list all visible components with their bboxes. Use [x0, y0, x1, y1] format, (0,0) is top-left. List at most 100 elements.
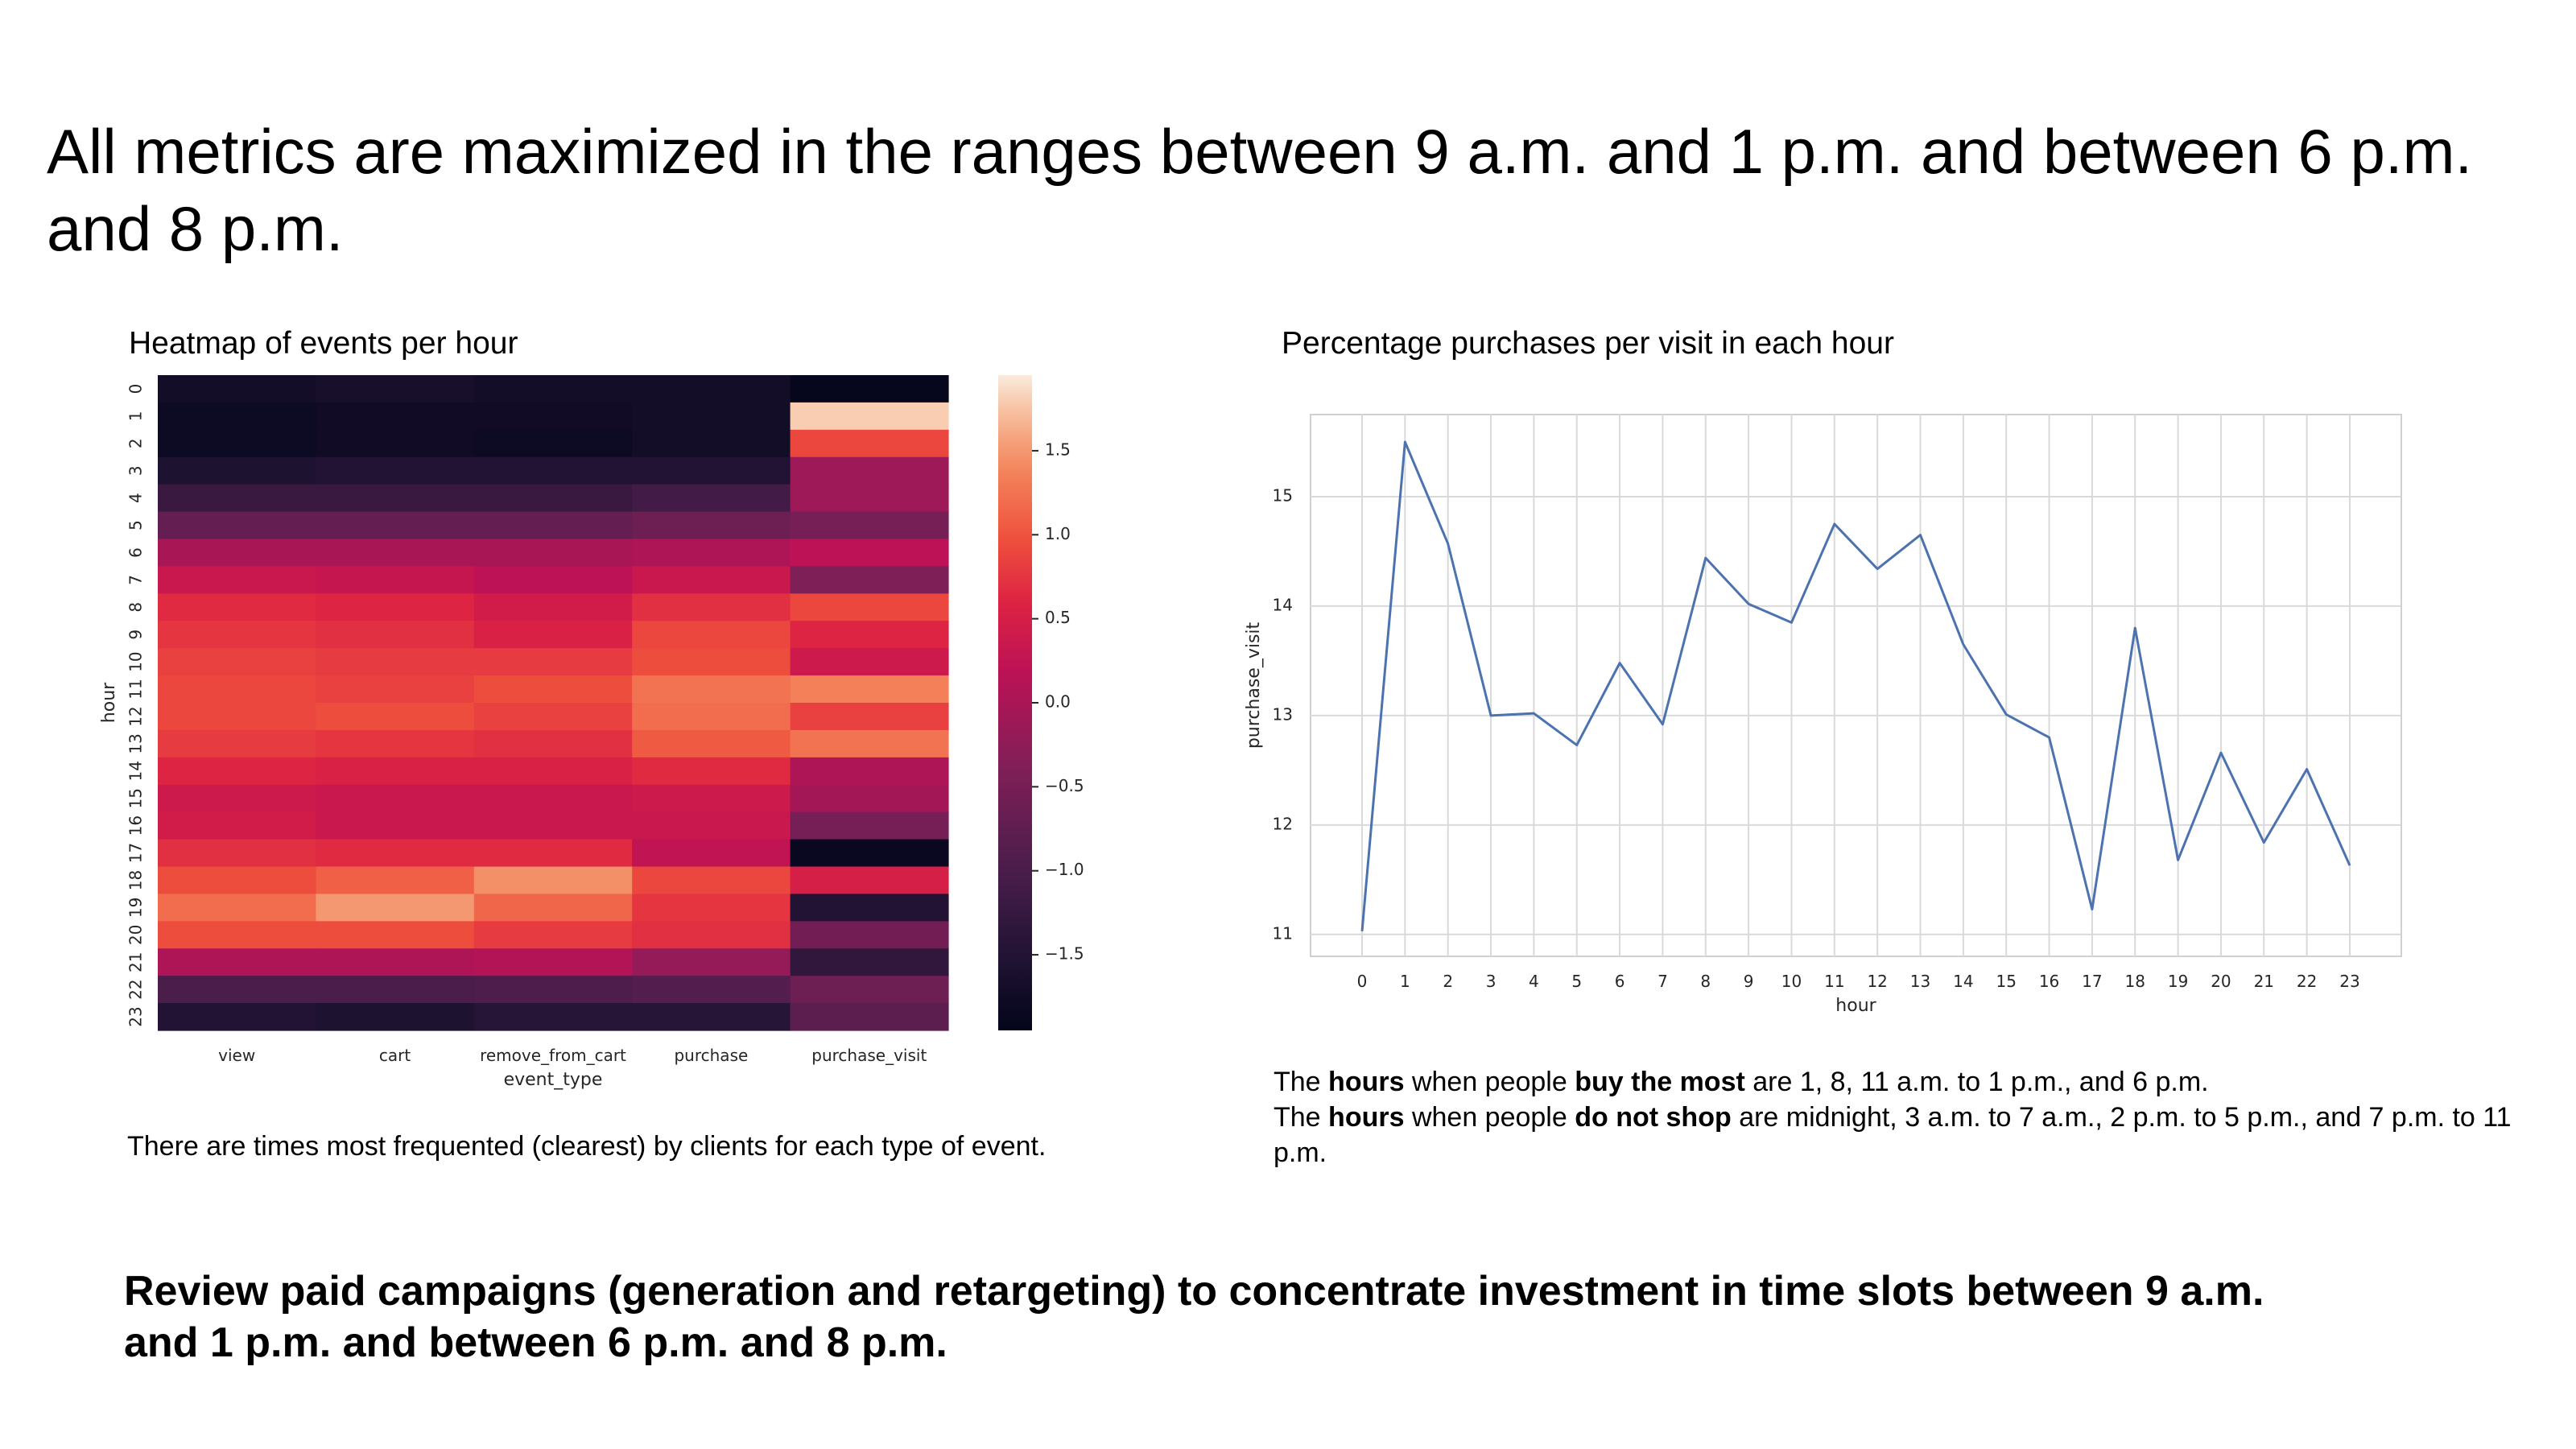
heatmap-row-tick: 11 [126, 679, 146, 699]
y-tick-label: 12 [1273, 814, 1293, 833]
heatmap-cell [316, 921, 475, 949]
x-tick-label: 3 [1486, 972, 1496, 991]
heatmap-cell [316, 511, 475, 540]
heatmap-x-axis-label: event_type [504, 1070, 603, 1090]
heatmap-cell [632, 948, 791, 976]
heatmap-cell [473, 811, 633, 840]
heatmap-cell [316, 402, 475, 431]
heatmap-cell [316, 539, 475, 568]
x-tick-label: 0 [1357, 972, 1368, 991]
heatmap-y-axis-label: hour [99, 682, 119, 723]
heatmap-cell [632, 675, 791, 704]
x-tick-label: 23 [2339, 972, 2359, 991]
heatmap-cell [158, 839, 316, 868]
heatmap-cell [316, 703, 475, 731]
colorbar-tick-label: 0.5 [1045, 608, 1071, 627]
purchase-visit-line [1360, 440, 2351, 931]
colorbar-tick-label: −1.5 [1045, 944, 1084, 964]
heatmap-cell [632, 757, 791, 786]
caption-bold: hours [1328, 1102, 1405, 1133]
heatmap-cell [632, 1003, 791, 1031]
heatmap-cell [473, 484, 633, 513]
heatmap-cell [632, 894, 791, 922]
heatmap-cell [316, 757, 475, 786]
caption-bold: hours [1328, 1067, 1405, 1097]
headline: All metrics are maximized in the ranges … [47, 116, 2473, 264]
heatmap-row-tick: 23 [126, 1006, 146, 1026]
heatmap-cell [473, 402, 633, 431]
heatmap-cell [790, 839, 949, 868]
x-tick-label: 1 [1400, 972, 1410, 991]
heatmap-cell [473, 456, 633, 485]
heatmap-cell [473, 757, 633, 786]
y-axis-label: purchase_visit [1244, 621, 1264, 749]
heatmap-cell [158, 729, 316, 758]
x-tick-label: 6 [1615, 972, 1625, 991]
heatmap-cell [316, 621, 475, 649]
heatmap-cell [158, 593, 316, 621]
heatmap-title: Heatmap of events per hour [129, 326, 518, 361]
x-tick-label: 21 [2254, 972, 2274, 991]
heatmap-cell [316, 375, 475, 403]
heatmap-cell [632, 784, 791, 813]
heatmap-cell [158, 456, 316, 485]
caption-text: The [1274, 1102, 1329, 1133]
heatmap-cell [158, 429, 316, 458]
heatmap-cell [632, 648, 791, 676]
colorbar-tick-label: 1.0 [1045, 524, 1071, 543]
heatmap-cell [790, 484, 949, 513]
heatmap-cell [790, 948, 949, 976]
heatmap-cell [158, 948, 316, 976]
heatmap-cell [473, 429, 633, 458]
heatmap-cell [316, 429, 475, 458]
y-tick-label: 11 [1273, 923, 1293, 943]
x-tick-label: 22 [2297, 972, 2317, 991]
heatmap-cell [790, 429, 949, 458]
heatmap-cell [316, 648, 475, 676]
heatmap-cell [316, 729, 475, 758]
heatmap-column-tick: remove_from_cart [480, 1046, 626, 1065]
heatmap-cell [158, 566, 316, 594]
heatmap-cell [158, 539, 316, 568]
heatmap-cell [632, 456, 791, 485]
heatmap-cell [316, 784, 475, 813]
heatmap-row-tick: 18 [126, 870, 146, 890]
heatmap-cell [790, 648, 949, 676]
heatmap-column-tick: purchase [674, 1046, 748, 1065]
heatmap-row-tick: 6 [126, 547, 146, 558]
heatmap-cell [316, 866, 475, 895]
x-tick-label: 18 [2125, 972, 2145, 991]
heatmap-cell [632, 811, 791, 840]
heatmap-row-tick: 19 [126, 898, 146, 918]
heatmap-cell [790, 976, 949, 1004]
heatmap-cell [158, 1003, 316, 1031]
caption-bold: buy the most [1575, 1067, 1745, 1097]
x-tick-label: 8 [1700, 972, 1711, 991]
heatmap-chart: 01234567891011121314151617181920212223vi… [99, 375, 1084, 1090]
heatmap-cell [790, 757, 949, 786]
colorbar-tick-label: −0.5 [1045, 776, 1084, 795]
heatmap-row-tick: 15 [126, 788, 146, 808]
x-tick-label: 5 [1571, 972, 1582, 991]
x-tick-label: 12 [1867, 972, 1887, 991]
x-tick-label: 11 [1824, 972, 1844, 991]
x-tick-label: 4 [1529, 972, 1539, 991]
caption-text: are 1, 8, 11 a.m. to 1 p.m., and 6 p.m. [1744, 1067, 2209, 1097]
heatmap-cell [790, 566, 949, 594]
conclusion-text: Review paid campaigns (generation and re… [124, 1268, 2264, 1366]
heatmap-cell [632, 402, 791, 431]
heatmap-cell [158, 976, 316, 1004]
heatmap-cell [158, 621, 316, 649]
heatmap-cell [158, 675, 316, 704]
x-tick-label: 13 [1910, 972, 1930, 991]
heatmap-cell [158, 648, 316, 676]
x-tick-label: 19 [2168, 972, 2188, 991]
heatmap-cell [473, 621, 633, 649]
heatmap-cell [158, 375, 316, 403]
heatmap-cell [473, 948, 633, 976]
heatmap-caption: There are times most frequented (cleares… [127, 1131, 1046, 1162]
heatmap-cell [473, 1003, 633, 1031]
caption-line-buy-most: The hours when people buy the most are 1… [1274, 1064, 2529, 1100]
heatmap-cell [632, 566, 791, 594]
heatmap-cell [790, 456, 949, 485]
